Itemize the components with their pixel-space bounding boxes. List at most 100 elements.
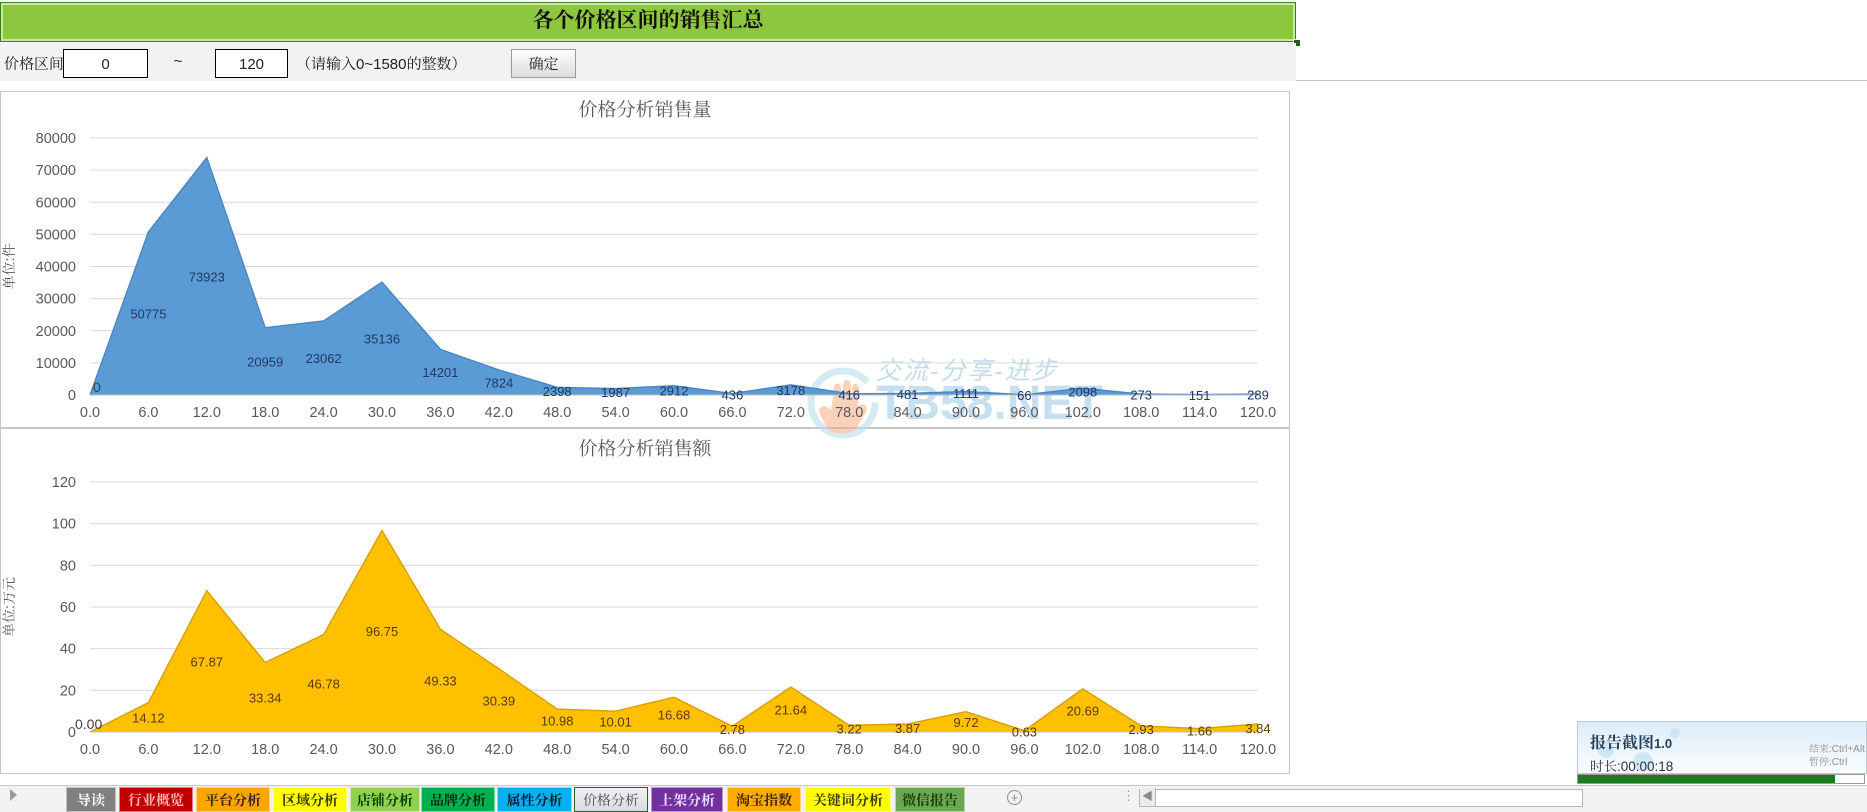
svg-text:42.0: 42.0 bbox=[485, 742, 513, 758]
svg-text:273: 273 bbox=[1130, 388, 1152, 403]
svg-text:96.0: 96.0 bbox=[1010, 742, 1038, 758]
svg-text:66.0: 66.0 bbox=[718, 742, 746, 758]
svg-text:24.0: 24.0 bbox=[309, 742, 337, 758]
svg-text:60.0: 60.0 bbox=[660, 742, 688, 758]
svg-text:单位:万元: 单位:万元 bbox=[1, 577, 17, 637]
svg-text:24.0: 24.0 bbox=[309, 405, 337, 421]
svg-text:20: 20 bbox=[60, 683, 76, 699]
svg-text:9.72: 9.72 bbox=[953, 715, 978, 730]
svg-text:42.0: 42.0 bbox=[485, 405, 513, 421]
svg-text:120.0: 120.0 bbox=[1240, 742, 1276, 758]
svg-text:114.0: 114.0 bbox=[1182, 742, 1217, 758]
svg-text:2.78: 2.78 bbox=[720, 722, 745, 737]
svg-text:46.78: 46.78 bbox=[307, 676, 340, 691]
svg-text:7824: 7824 bbox=[484, 375, 513, 390]
svg-text:114.0: 114.0 bbox=[1182, 405, 1217, 421]
svg-text:102.0: 102.0 bbox=[1065, 742, 1101, 758]
svg-text:20.69: 20.69 bbox=[1067, 703, 1100, 718]
svg-text:66: 66 bbox=[1017, 388, 1031, 403]
svg-text:96.0: 96.0 bbox=[1010, 405, 1038, 421]
svg-text:70000: 70000 bbox=[36, 163, 76, 179]
svg-text:100: 100 bbox=[52, 517, 76, 533]
svg-text:50000: 50000 bbox=[36, 227, 76, 243]
svg-text:3178: 3178 bbox=[776, 383, 805, 398]
svg-text:40000: 40000 bbox=[36, 260, 76, 276]
svg-text:78.0: 78.0 bbox=[835, 405, 863, 421]
svg-text:2912: 2912 bbox=[660, 383, 689, 398]
svg-text:60000: 60000 bbox=[36, 195, 76, 211]
svg-text:0.00: 0.00 bbox=[75, 716, 102, 732]
svg-text:96.75: 96.75 bbox=[366, 624, 399, 639]
svg-text:16.68: 16.68 bbox=[658, 708, 691, 723]
svg-text:单位:件: 单位:件 bbox=[1, 244, 17, 290]
svg-text:0: 0 bbox=[68, 388, 76, 404]
svg-text:2098: 2098 bbox=[1068, 385, 1097, 400]
svg-text:6.0: 6.0 bbox=[138, 742, 158, 758]
svg-text:23062: 23062 bbox=[306, 351, 342, 366]
svg-text:3.22: 3.22 bbox=[837, 722, 862, 737]
svg-text:36.0: 36.0 bbox=[426, 742, 454, 758]
svg-text:481: 481 bbox=[897, 387, 919, 402]
svg-text:20000: 20000 bbox=[36, 324, 76, 340]
svg-text:3.87: 3.87 bbox=[895, 721, 920, 736]
svg-text:54.0: 54.0 bbox=[601, 405, 629, 421]
svg-text:30.39: 30.39 bbox=[483, 693, 516, 708]
svg-text:120: 120 bbox=[52, 475, 76, 491]
svg-text:1.66: 1.66 bbox=[1187, 723, 1212, 738]
svg-text:49.33: 49.33 bbox=[424, 674, 457, 689]
svg-text:30.0: 30.0 bbox=[368, 405, 396, 421]
svg-text:90.0: 90.0 bbox=[952, 742, 980, 758]
svg-text:120.0: 120.0 bbox=[1240, 405, 1276, 421]
svg-text:84.0: 84.0 bbox=[893, 742, 921, 758]
svg-text:14201: 14201 bbox=[422, 365, 458, 380]
svg-text:108.0: 108.0 bbox=[1123, 742, 1159, 758]
svg-text:20959: 20959 bbox=[247, 354, 283, 369]
svg-text:2.93: 2.93 bbox=[1129, 722, 1154, 737]
svg-text:84.0: 84.0 bbox=[893, 405, 921, 421]
svg-text:0.0: 0.0 bbox=[80, 742, 100, 758]
svg-text:10000: 10000 bbox=[36, 356, 76, 372]
svg-text:60.0: 60.0 bbox=[660, 405, 688, 421]
svg-text:0: 0 bbox=[93, 379, 101, 395]
svg-text:1987: 1987 bbox=[601, 385, 630, 400]
svg-text:10.01: 10.01 bbox=[599, 715, 632, 730]
svg-text:436: 436 bbox=[722, 387, 744, 402]
svg-text:35136: 35136 bbox=[364, 332, 400, 347]
svg-text:30.0: 30.0 bbox=[368, 742, 396, 758]
svg-text:72.0: 72.0 bbox=[777, 405, 805, 421]
svg-text:12.0: 12.0 bbox=[193, 405, 221, 421]
svg-text:54.0: 54.0 bbox=[601, 742, 629, 758]
svg-text:102.0: 102.0 bbox=[1065, 405, 1101, 421]
svg-text:1111: 1111 bbox=[953, 386, 979, 401]
svg-text:73923: 73923 bbox=[189, 269, 225, 284]
svg-text:80: 80 bbox=[60, 558, 76, 574]
svg-text:0.63: 0.63 bbox=[1012, 724, 1037, 739]
svg-text:6.0: 6.0 bbox=[138, 405, 158, 421]
svg-text:66.0: 66.0 bbox=[718, 405, 746, 421]
svg-text:416: 416 bbox=[838, 387, 860, 402]
svg-text:90.0: 90.0 bbox=[952, 405, 980, 421]
svg-text:108.0: 108.0 bbox=[1123, 405, 1159, 421]
svg-text:60: 60 bbox=[60, 600, 76, 616]
svg-text:14.12: 14.12 bbox=[132, 710, 165, 725]
svg-text:10.98: 10.98 bbox=[541, 714, 574, 729]
svg-text:67.87: 67.87 bbox=[191, 654, 224, 669]
svg-text:48.0: 48.0 bbox=[543, 405, 571, 421]
svg-text:151: 151 bbox=[1189, 388, 1211, 403]
svg-text:18.0: 18.0 bbox=[251, 742, 279, 758]
svg-text:72.0: 72.0 bbox=[777, 742, 805, 758]
svg-text:80000: 80000 bbox=[36, 131, 76, 147]
svg-text:48.0: 48.0 bbox=[543, 742, 571, 758]
svg-text:18.0: 18.0 bbox=[251, 405, 279, 421]
svg-text:50775: 50775 bbox=[130, 306, 166, 321]
svg-text:12.0: 12.0 bbox=[193, 742, 221, 758]
svg-text:3.84: 3.84 bbox=[1245, 721, 1270, 736]
svg-text:33.34: 33.34 bbox=[249, 690, 282, 705]
svg-text:0.0: 0.0 bbox=[80, 405, 100, 421]
svg-text:21.64: 21.64 bbox=[775, 702, 808, 717]
svg-text:30000: 30000 bbox=[36, 292, 76, 308]
svg-text:2398: 2398 bbox=[543, 384, 572, 399]
svg-text:78.0: 78.0 bbox=[835, 742, 863, 758]
svg-text:40: 40 bbox=[60, 642, 76, 658]
svg-text:289: 289 bbox=[1247, 388, 1269, 403]
